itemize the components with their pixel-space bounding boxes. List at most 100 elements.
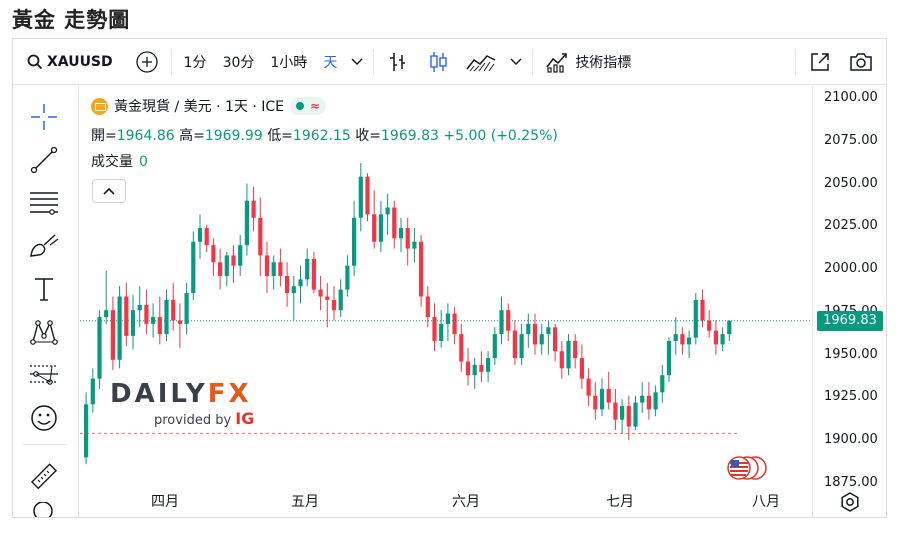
candle-body [137,305,142,311]
chevron-down-icon [510,57,522,65]
toolbar-divider [532,48,534,75]
candle-body [318,289,323,297]
candle-body [445,313,450,324]
price-tick-label: 1950.00 [824,346,878,362]
candle-body [325,296,330,300]
candles-style-button[interactable] [418,46,458,78]
plus-circle-icon [135,50,158,73]
candle-body [526,323,531,335]
close-value: 1969.83 [381,128,439,144]
price-tick-label: 2025.00 [824,218,878,234]
fib-tool[interactable] [26,186,62,220]
snapshot-button[interactable] [840,46,882,78]
ohlc-values: 開=1964.86 高=1969.99 低=1962.15 收=1969.83 … [91,125,558,145]
fibonacci-icon [30,192,58,215]
interval-1d[interactable]: 天 [323,54,338,71]
candle-body [720,334,725,345]
crosshair-tool[interactable] [26,100,62,134]
interval-1h[interactable]: 1小時 [270,54,308,71]
chart-pane[interactable] [80,86,813,517]
candle-body [452,313,457,335]
candle-body [365,176,370,215]
toolbar-divider [170,48,172,75]
symbol-label: XAUUSD [47,53,113,70]
candle-body [224,255,229,276]
candle-body [499,310,504,335]
symbol-description: 黃金現貨 / 美元 · 1天 · ICE [114,99,284,115]
text-tool[interactable] [26,272,62,306]
logo-ig: IG [235,409,255,428]
candle-body [171,299,176,321]
candle-body [331,299,337,311]
bars-icon [390,52,406,71]
legend-title-row: 黃金現貨 / 美元 · 1天 · ICE ≈ [91,95,327,117]
candle-body [204,228,209,246]
candle-body [405,228,410,249]
month-label-jun: 六月 [452,494,480,510]
candle-body [352,217,357,266]
candle-body [124,296,129,336]
chart-type-dropdown[interactable] [504,46,528,78]
candle-body [660,375,665,393]
month-label-aug: 八月 [752,494,780,510]
page-title: 黃金 走勢圖 [12,8,131,32]
interval-dropdown[interactable] [345,46,369,78]
candle-body [472,364,477,376]
popout-button[interactable] [800,46,840,78]
candle-body [666,340,672,376]
price-tick-label: 1900.00 [824,432,878,448]
interval-30m[interactable]: 30分 [222,54,255,71]
prediction-tool[interactable] [26,358,62,392]
compare-add-button[interactable] [127,46,167,78]
pattern-tool[interactable] [26,315,62,349]
market-status-badge[interactable]: ≈ [289,97,327,115]
candle-body [579,358,584,379]
price-tick-label: 2050.00 [824,175,878,191]
indicators-icon [546,52,568,73]
high-label: 高= [179,128,205,144]
candle-body [97,317,102,379]
brush-tool[interactable] [26,229,62,263]
candle-body [553,327,558,352]
candle-body [231,255,236,266]
low-value: 1962.15 [292,128,351,144]
candle-body [606,388,611,403]
indicators-button[interactable]: 技術指標 [537,46,639,78]
bars-style-button[interactable] [378,46,418,78]
smiley-icon [31,405,57,431]
top-toolbar: XAUUSD 1分 30分 1小時 天 技術指標 [13,39,886,85]
area-style-button[interactable] [458,46,504,78]
candle-body [727,320,732,335]
candle-body [593,395,598,410]
candle-body [298,279,303,287]
toolbar-divider [795,48,796,75]
candle-body [130,310,136,336]
candle-body [566,340,571,369]
economic-events-badge[interactable] [725,454,769,482]
zoom-tool[interactable] [26,502,62,517]
ruler-tool[interactable] [26,460,62,494]
candle-body [110,310,115,360]
candle-body [419,241,424,297]
candle-body [626,406,631,427]
candle-body [512,330,517,359]
candle-body [633,402,638,427]
volume-value: 0 [139,154,148,170]
symbol-search[interactable]: XAUUSD [13,46,121,78]
logo-provided-by: provided by [154,413,232,428]
text-icon [35,278,53,301]
drawing-toolbar [13,86,79,517]
chart-widget: XAUUSD 1分 30分 1小時 天 技術指標 [12,38,887,518]
trend-line-tool[interactable] [26,143,62,177]
candle-body [693,299,698,338]
candle-body [358,176,363,218]
candle-body [412,241,417,249]
interval-1m[interactable]: 1分 [183,54,207,71]
price-tick-label: 1925.00 [824,389,878,405]
candle-body [271,262,276,276]
collapse-legend-button[interactable] [92,179,126,203]
price-axis[interactable]: 2100.002075.002050.002025.002000.001975.… [814,86,886,517]
candle-body [305,258,310,280]
chart-settings-button[interactable] [839,491,861,513]
emoji-tool[interactable] [26,401,62,435]
